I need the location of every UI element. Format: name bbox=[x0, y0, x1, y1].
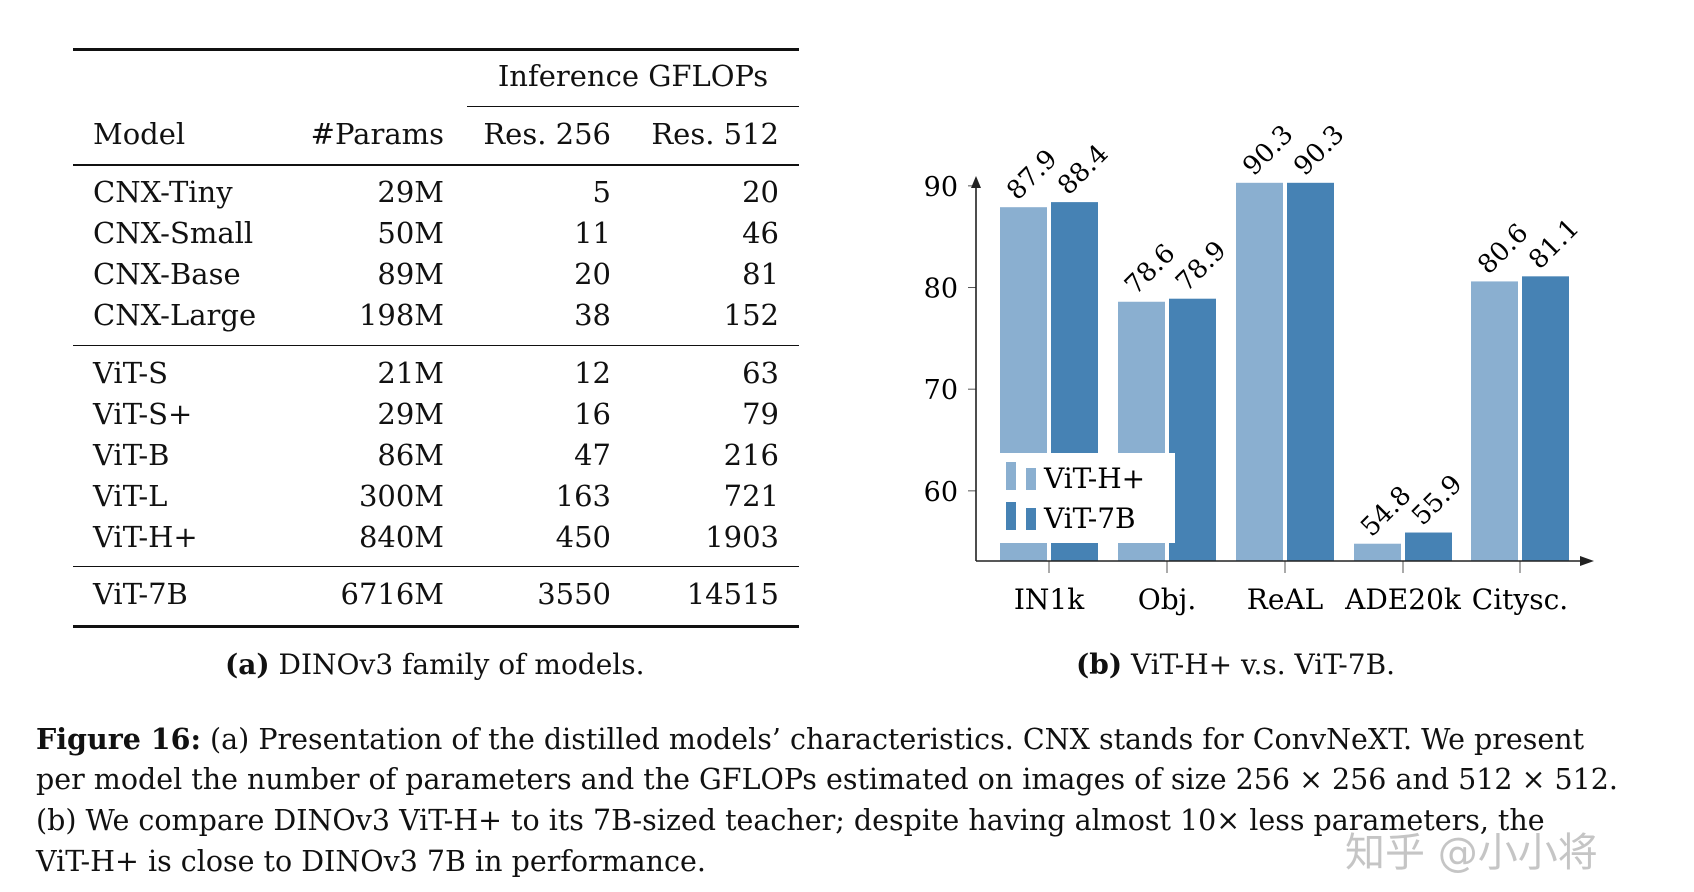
model-name: CNX-Base bbox=[93, 257, 241, 291]
table-rule bbox=[73, 625, 799, 628]
x-tick-label: Citysc. bbox=[1472, 583, 1568, 616]
table-cell: 50M bbox=[377, 216, 444, 250]
legend-swatch bbox=[1006, 502, 1016, 530]
y-tick-label: 70 bbox=[924, 375, 958, 406]
data-label: 87.9 bbox=[1001, 144, 1063, 206]
table-cell: 89M bbox=[377, 257, 444, 291]
table-cell: 29M bbox=[377, 397, 444, 431]
bar-vit-7b bbox=[1287, 182, 1334, 562]
figure-caption-line-3: (b) We compare DINOv3 ViT-H+ to its 7B-s… bbox=[36, 804, 1545, 837]
table-cell: 12 bbox=[574, 356, 611, 390]
x-tick-label: ReAL bbox=[1247, 583, 1323, 616]
column-header: Res. 512 bbox=[651, 117, 779, 151]
table-cell: 1903 bbox=[705, 520, 779, 554]
model-name: ViT-B bbox=[93, 438, 170, 472]
bar-vit-h- bbox=[1471, 281, 1518, 561]
table-cell: 47 bbox=[574, 438, 611, 472]
model-name: ViT-H+ bbox=[93, 520, 198, 554]
table-cell: 16 bbox=[574, 397, 611, 431]
table-cell: 3550 bbox=[537, 577, 611, 611]
table-cell: 86M bbox=[377, 438, 444, 472]
x-tick-label: IN1k bbox=[1014, 583, 1085, 616]
model-name: CNX-Small bbox=[93, 216, 254, 250]
chart-caption: (b) ViT-H+ v.s. ViT-7B. bbox=[1076, 648, 1395, 681]
table-cell: 14515 bbox=[686, 577, 779, 611]
data-label: 90.3 bbox=[1288, 120, 1350, 182]
table-cell: 38 bbox=[574, 298, 611, 332]
column-header: #Params bbox=[310, 117, 444, 151]
model-name: ViT-S+ bbox=[93, 397, 193, 431]
table-caption: (a) DINOv3 family of models. bbox=[225, 648, 645, 681]
data-label: 55.9 bbox=[1406, 469, 1468, 531]
table-cell: 6716M bbox=[340, 577, 445, 611]
column-header: Model bbox=[93, 117, 186, 151]
table-cell: 5 bbox=[592, 175, 611, 209]
table-cell: 163 bbox=[555, 479, 611, 513]
data-label: 78.6 bbox=[1119, 239, 1181, 301]
model-name: CNX-Large bbox=[93, 298, 257, 332]
table-cell: 198M bbox=[358, 298, 444, 332]
table-cell: 29M bbox=[377, 175, 444, 209]
table-cell: 152 bbox=[723, 298, 779, 332]
y-axis-arrow-icon bbox=[971, 176, 981, 188]
bar-vit-7b bbox=[1405, 532, 1452, 561]
y-tick-label: 90 bbox=[924, 172, 958, 203]
figure-caption-line-1: Figure 16: (a) Presentation of the disti… bbox=[36, 722, 1584, 756]
table-cell: 46 bbox=[742, 216, 779, 250]
data-label: 90.3 bbox=[1237, 120, 1299, 182]
figure-caption-line-4: ViT-H+ is close to DINOv3 7B in performa… bbox=[36, 845, 706, 878]
y-tick-label: 60 bbox=[924, 477, 958, 508]
x-tick-label: ADE20k bbox=[1344, 583, 1462, 616]
model-name: CNX-Tiny bbox=[93, 175, 233, 209]
figure-label: Figure 16: bbox=[36, 722, 201, 756]
table-cell: 20 bbox=[742, 175, 779, 209]
table-cell: 450 bbox=[555, 520, 611, 554]
model-name: ViT-L bbox=[93, 479, 168, 513]
table-cell: 840M bbox=[358, 520, 444, 554]
data-label: 80.6 bbox=[1472, 218, 1534, 280]
caption-label: (b) bbox=[1076, 648, 1123, 681]
legend-swatch bbox=[1026, 468, 1036, 490]
legend-label: ViT-H+ bbox=[1043, 462, 1145, 495]
watermark: 知乎 @小小将 bbox=[1345, 830, 1598, 876]
bar-vit-7b bbox=[1169, 298, 1216, 561]
caption-label: (a) bbox=[225, 648, 270, 681]
figure-caption-line-2: per model the number of parameters and t… bbox=[36, 763, 1618, 796]
data-label: 78.9 bbox=[1170, 236, 1232, 298]
caption-text: ViT-H+ v.s. ViT-7B. bbox=[1130, 648, 1396, 681]
table-cell: 21M bbox=[377, 356, 444, 390]
table-cell: 721 bbox=[723, 479, 779, 513]
table-rule bbox=[73, 566, 799, 568]
caption-text: DINOv3 family of models. bbox=[278, 648, 645, 681]
table-cell: 11 bbox=[574, 216, 611, 250]
table-rule bbox=[73, 48, 799, 51]
table-cell: 81 bbox=[742, 257, 779, 291]
bar-vit-7b bbox=[1522, 276, 1569, 561]
table-rule bbox=[467, 106, 799, 108]
table-cell: 300M bbox=[358, 479, 444, 513]
table-rule bbox=[73, 345, 799, 347]
model-name: ViT-S bbox=[93, 356, 168, 390]
table-cell: 216 bbox=[723, 438, 779, 472]
x-tick-label: Obj. bbox=[1138, 583, 1196, 616]
data-label: 88.4 bbox=[1052, 139, 1114, 201]
column-header: Res. 256 bbox=[483, 117, 611, 151]
legend-label: ViT-7B bbox=[1043, 502, 1136, 535]
data-label: 81.1 bbox=[1523, 213, 1585, 275]
bar-vit-h- bbox=[1236, 182, 1283, 562]
group-header: Inference GFLOPs bbox=[497, 59, 769, 93]
legend-swatch bbox=[1026, 508, 1036, 530]
y-tick-label: 80 bbox=[924, 274, 958, 305]
caption-line: (a) Presentation of the distilled models… bbox=[210, 723, 1585, 756]
table-rule bbox=[73, 164, 799, 166]
table-cell: 79 bbox=[742, 397, 779, 431]
table-cell: 20 bbox=[574, 257, 611, 291]
model-name: ViT-7B bbox=[93, 577, 188, 611]
legend-swatch bbox=[1006, 462, 1016, 490]
x-axis-arrow-icon bbox=[1580, 556, 1594, 566]
bar-vit-h- bbox=[1354, 543, 1401, 561]
table-cell: 63 bbox=[742, 356, 779, 390]
